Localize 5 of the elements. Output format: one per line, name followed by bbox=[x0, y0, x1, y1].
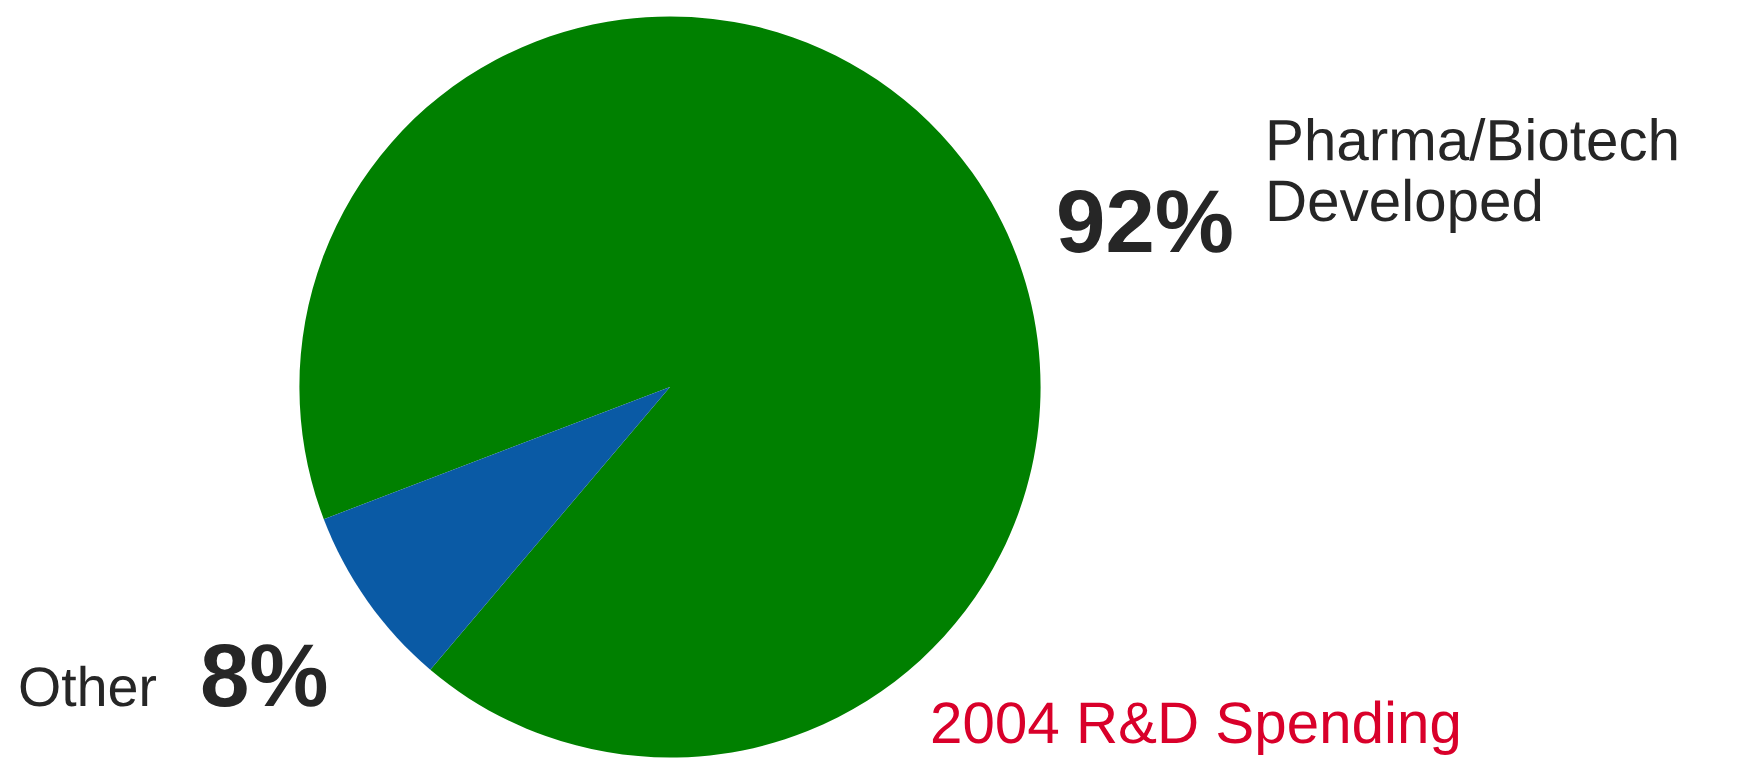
text: 2004 R&D Spending bbox=[932, 700, 1459, 755]
slice-label: Pharma/Biotech Developed bbox=[1269, 118, 1677, 234]
slice-label: Other bbox=[20, 665, 157, 707]
data-label: 8% bbox=[202, 643, 327, 707]
data-label: 92% bbox=[1059, 189, 1232, 253]
